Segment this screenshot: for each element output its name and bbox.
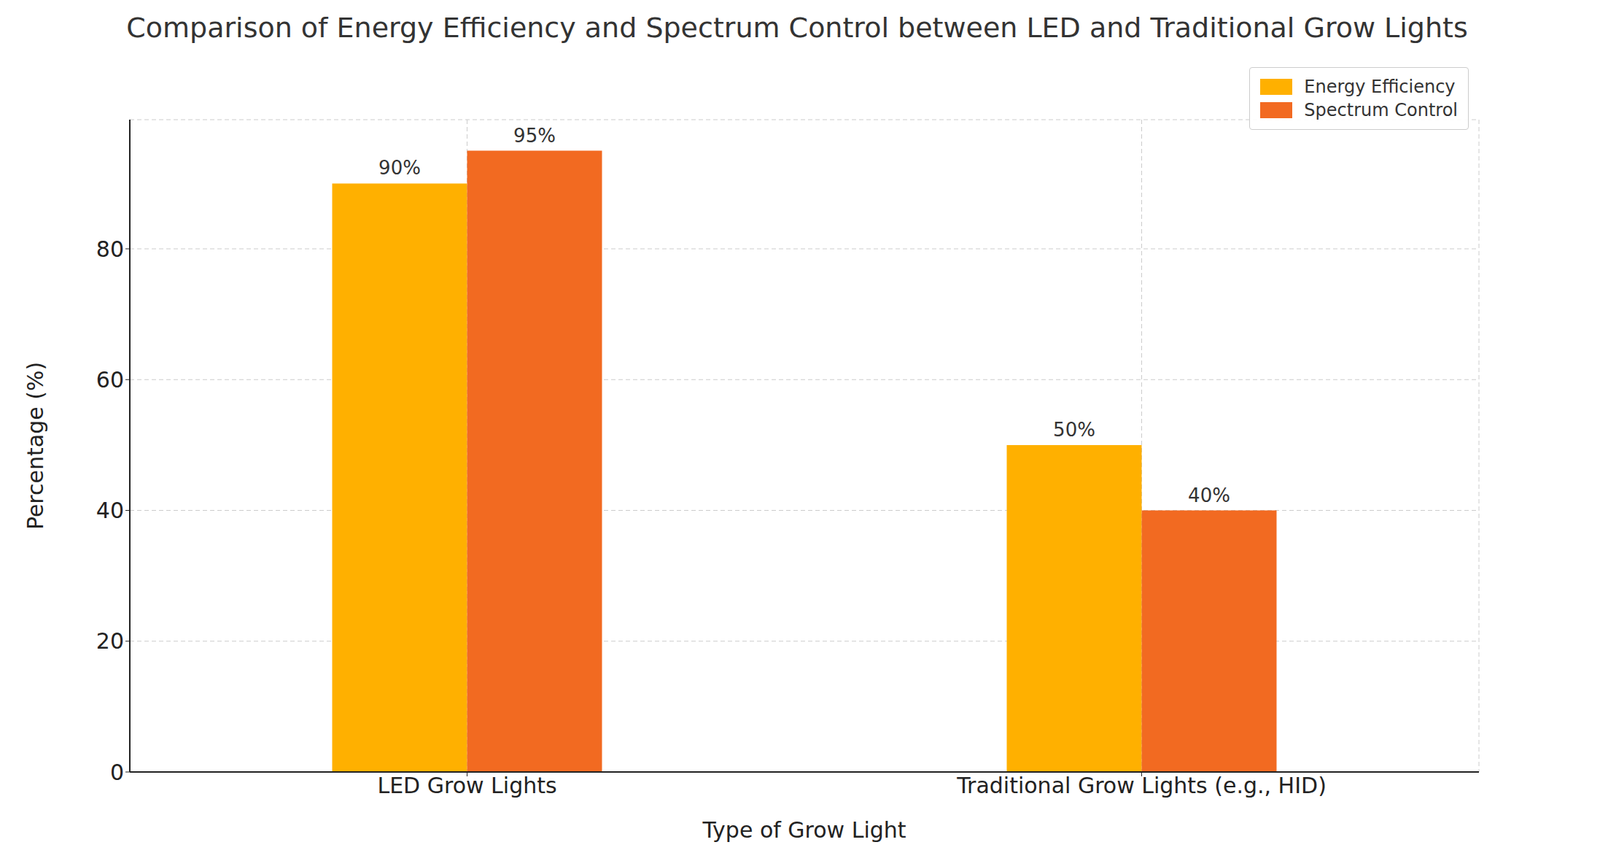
svg-text:90%: 90% xyxy=(378,156,421,179)
svg-text:95%: 95% xyxy=(513,124,556,147)
html-text:Energy Efficiency: Energy Efficiency xyxy=(1304,76,1456,97)
svg-text:0: 0 xyxy=(110,759,124,785)
svg-text:50%: 50% xyxy=(1053,418,1096,441)
html-text:Spectrum Control: Spectrum Control xyxy=(1304,99,1458,121)
svg-text:Percentage (%): Percentage (%) xyxy=(22,361,49,530)
svg-text:Type of Grow Light: Type of Grow Light xyxy=(701,816,906,843)
html-text:Comparison of Energy Efficienc: Comparison of Energy Efficiency and Spec… xyxy=(126,11,1468,44)
svg-text:40: 40 xyxy=(96,497,124,523)
svg-text:80: 80 xyxy=(96,236,124,262)
svg-text:40%: 40% xyxy=(1187,484,1231,507)
svg-text:60: 60 xyxy=(96,366,124,393)
svg-text:Traditional Grow Lights (e.g.,: Traditional Grow Lights (e.g., HID) xyxy=(956,772,1327,798)
svg-text:LED Grow Lights: LED Grow Lights xyxy=(377,772,557,798)
svg-text:20: 20 xyxy=(96,627,124,654)
